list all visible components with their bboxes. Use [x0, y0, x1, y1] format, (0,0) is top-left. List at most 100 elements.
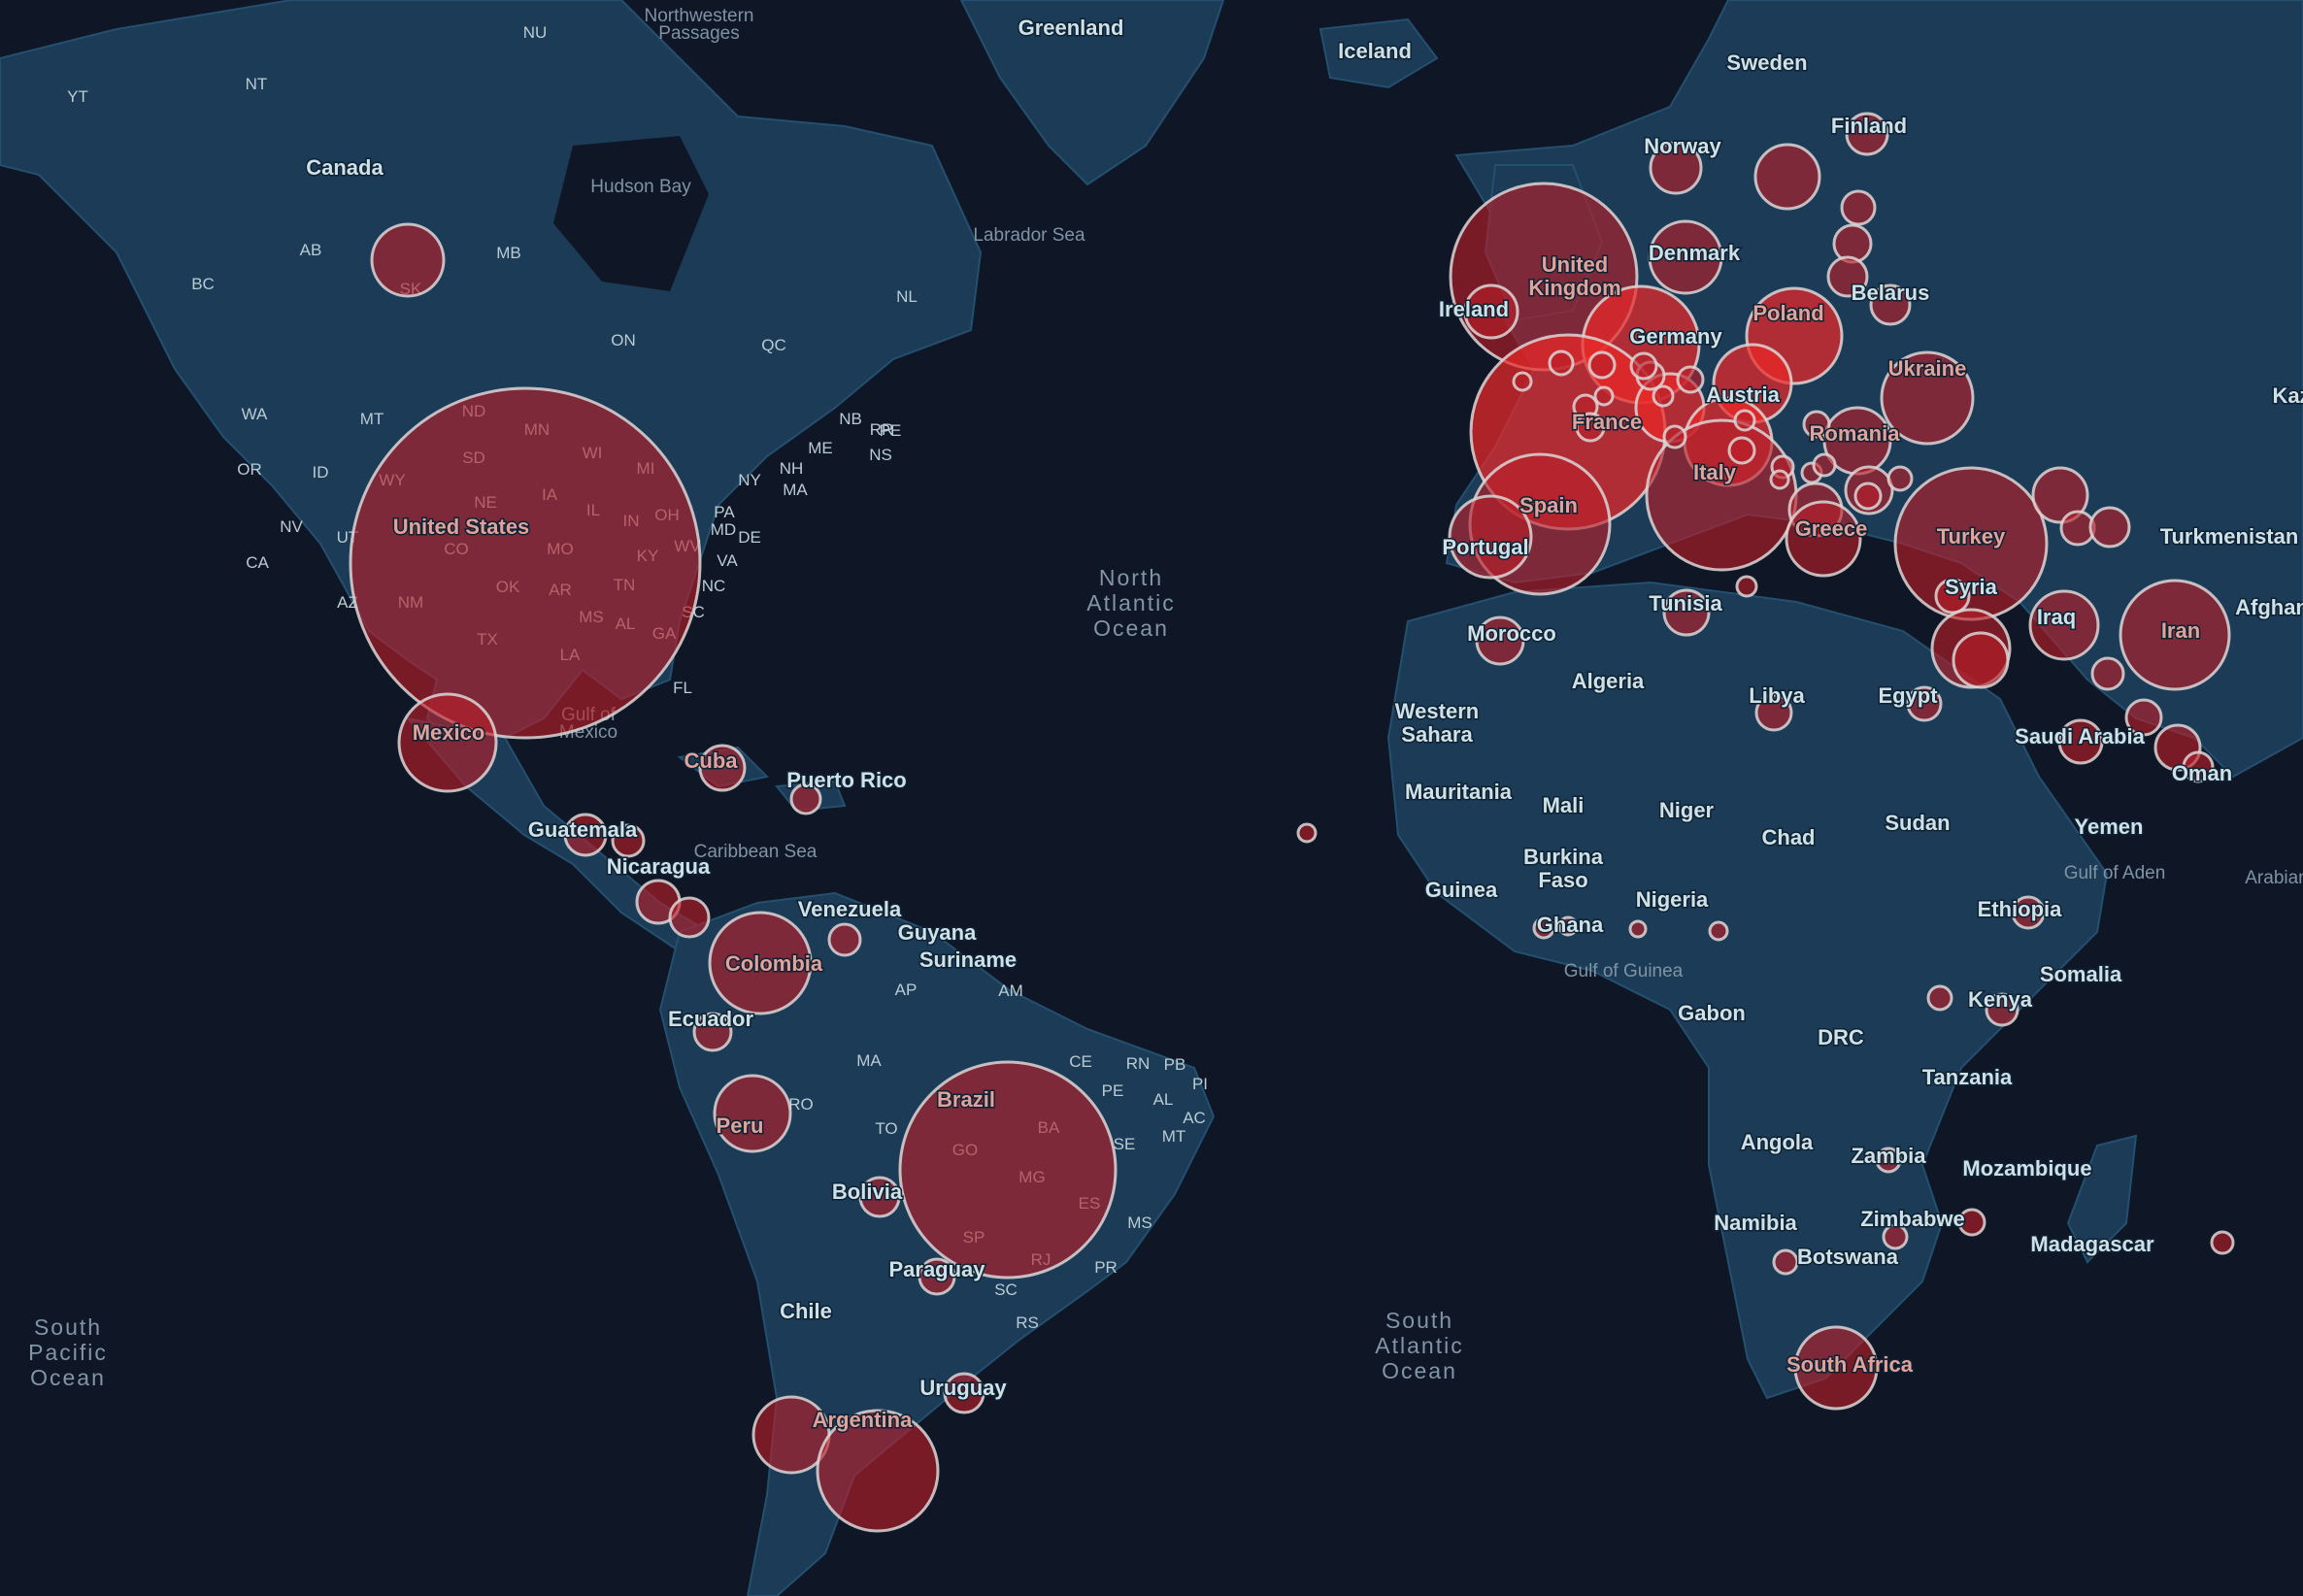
country-label-cuba: Cuba [684, 748, 739, 773]
country-label-peru: Peru [717, 1114, 764, 1138]
region-label-nc: NC [702, 577, 726, 595]
country-label-germany: Germany [1629, 324, 1722, 349]
case-bubble-63[interactable] [1928, 986, 1952, 1010]
region-label-yt: YT [67, 87, 88, 106]
country-label-iceland: Iceland [1338, 39, 1412, 63]
region-label-rr: RR [870, 420, 894, 439]
country-label-guatemala: Guatemala [528, 817, 638, 842]
country-label-austria: Austria [1706, 382, 1781, 407]
case-bubble-76[interactable] [1888, 467, 1912, 490]
country-label-niger: Niger [1659, 798, 1715, 822]
country-label-south-africa: South Africa [1786, 1352, 1914, 1377]
case-bubble-88[interactable] [1589, 352, 1615, 378]
case-bubble-8[interactable] [670, 898, 709, 937]
region-label-pb: PB [1164, 1055, 1186, 1074]
ocean-label-south-pacific: South [34, 1314, 102, 1340]
country-label-bolivia: Bolivia [832, 1180, 903, 1204]
case-bubble-92[interactable] [1664, 426, 1686, 448]
sea-label-gulf-guinea: Gulf of Guinea [1564, 961, 1684, 981]
country-label-paraguay: Paraguay [888, 1257, 985, 1281]
region-label-pr: PR [1094, 1258, 1118, 1277]
country-label-algeria: Algeria [1572, 669, 1645, 693]
country-label-oman: Oman [2172, 761, 2232, 785]
country-label-suriname: Suriname [919, 948, 1017, 972]
region-label-nl: NL [896, 287, 918, 306]
region-label-se: SE [1114, 1135, 1136, 1153]
region-label-mt: MT [1162, 1127, 1186, 1146]
country-label-turkmenistan: Turkmenistan [2160, 524, 2299, 549]
country-label-portugal: Portugal [1442, 535, 1528, 559]
case-bubble-24[interactable] [1842, 191, 1875, 224]
country-label-greece: Greece [1795, 516, 1868, 541]
region-label-ns: NS [869, 446, 892, 464]
country-label-zambia: Zambia [1851, 1144, 1926, 1168]
region-label-pa: PA [714, 503, 735, 521]
country-label-sweden: Sweden [1726, 50, 1807, 75]
region-label-id: ID [313, 463, 329, 482]
case-bubble-71[interactable] [1774, 1250, 1797, 1274]
case-bubble-87[interactable] [1631, 353, 1656, 379]
country-label-angola: Angola [1741, 1130, 1814, 1154]
case-bubble-74[interactable] [1630, 921, 1646, 937]
case-bubble-89[interactable] [1550, 351, 1573, 375]
sea-label-labrador: Labrador Sea [973, 225, 1085, 246]
ocean-label-south-atlantic-3: Ocean [1382, 1358, 1457, 1383]
region-label-ca: CA [246, 553, 269, 572]
country-label-kenya: Kenya [1968, 987, 2033, 1012]
case-bubble-65[interactable] [1298, 824, 1316, 842]
country-label-ecuador: Ecuador [668, 1007, 753, 1031]
country-label-syria: Syria [1945, 575, 1998, 599]
country-label-yemen: Yemen [2075, 815, 2144, 839]
country-label-tanzania: Tanzania [1922, 1065, 2013, 1089]
region-label-pe: PE [1102, 1081, 1124, 1100]
case-bubble-united-states[interactable] [350, 388, 700, 738]
country-label-ethiopia: Ethiopia [1978, 897, 2063, 921]
case-bubble-77[interactable] [1855, 483, 1881, 509]
region-label-rs: RS [1016, 1313, 1039, 1332]
country-label-turkey: Turkey [1937, 524, 2006, 549]
country-label-kaz: Kaz [2272, 383, 2303, 408]
region-label-de: DE [738, 528, 761, 547]
country-label-colombia: Colombia [725, 951, 823, 976]
country-label-iran: Iran [2161, 618, 2200, 643]
case-bubble-66[interactable] [1737, 577, 1756, 596]
case-bubble-brazil[interactable] [900, 1062, 1116, 1278]
case-bubble-22[interactable] [1755, 145, 1819, 209]
region-label-ms: MS [1127, 1214, 1152, 1232]
country-label-spain: Spain [1519, 493, 1578, 517]
case-bubble-84[interactable] [1653, 386, 1673, 406]
country-label-mozambique: Mozambique [1962, 1156, 2091, 1180]
case-bubble-95[interactable] [1771, 471, 1788, 488]
ocean-label-north-atlantic: North [1099, 565, 1163, 590]
case-bubble-46[interactable] [1953, 633, 2008, 687]
case-bubble-90[interactable] [1514, 373, 1531, 390]
country-label-chad: Chad [1762, 825, 1816, 849]
country-label-mauritania: Mauritania [1405, 780, 1513, 804]
country-label-uruguay: Uruguay [919, 1376, 1007, 1400]
country-label-norway: Norway [1644, 134, 1721, 158]
sea-label-northwestern-2: Passages [658, 23, 739, 44]
country-label-namibia: Namibia [1714, 1211, 1797, 1235]
region-label-ny: NY [738, 471, 761, 489]
case-bubble-81[interactable] [1735, 411, 1754, 430]
case-bubble-10[interactable] [829, 924, 860, 955]
region-label-qc: QC [761, 336, 786, 354]
country-label-italy: Italy [1693, 460, 1737, 484]
country-label-tunisia: Tunisia [1649, 591, 1722, 615]
country-label-egypt: Egypt [1878, 683, 1938, 708]
case-bubble-83[interactable] [1678, 367, 1703, 392]
country-label-botswana: Botswana [1797, 1245, 1899, 1269]
country-label-madagascar: Madagascar [2030, 1232, 2154, 1256]
country-label-mali: Mali [1543, 793, 1585, 817]
case-bubble-72[interactable] [1710, 922, 1727, 940]
country-label-argentina: Argentina [813, 1408, 913, 1432]
case-bubble-67[interactable] [2212, 1232, 2233, 1253]
case-bubble-51[interactable] [2090, 508, 2129, 547]
case-bubble-85[interactable] [1595, 387, 1613, 405]
case-bubble-canada[interactable] [372, 224, 444, 296]
ocean-label-north-atlantic-3: Ocean [1093, 615, 1169, 641]
case-bubble-60[interactable] [2092, 658, 2123, 689]
case-bubble-94[interactable] [1814, 454, 1835, 476]
country-label-iraq: Iraq [2037, 605, 2076, 629]
